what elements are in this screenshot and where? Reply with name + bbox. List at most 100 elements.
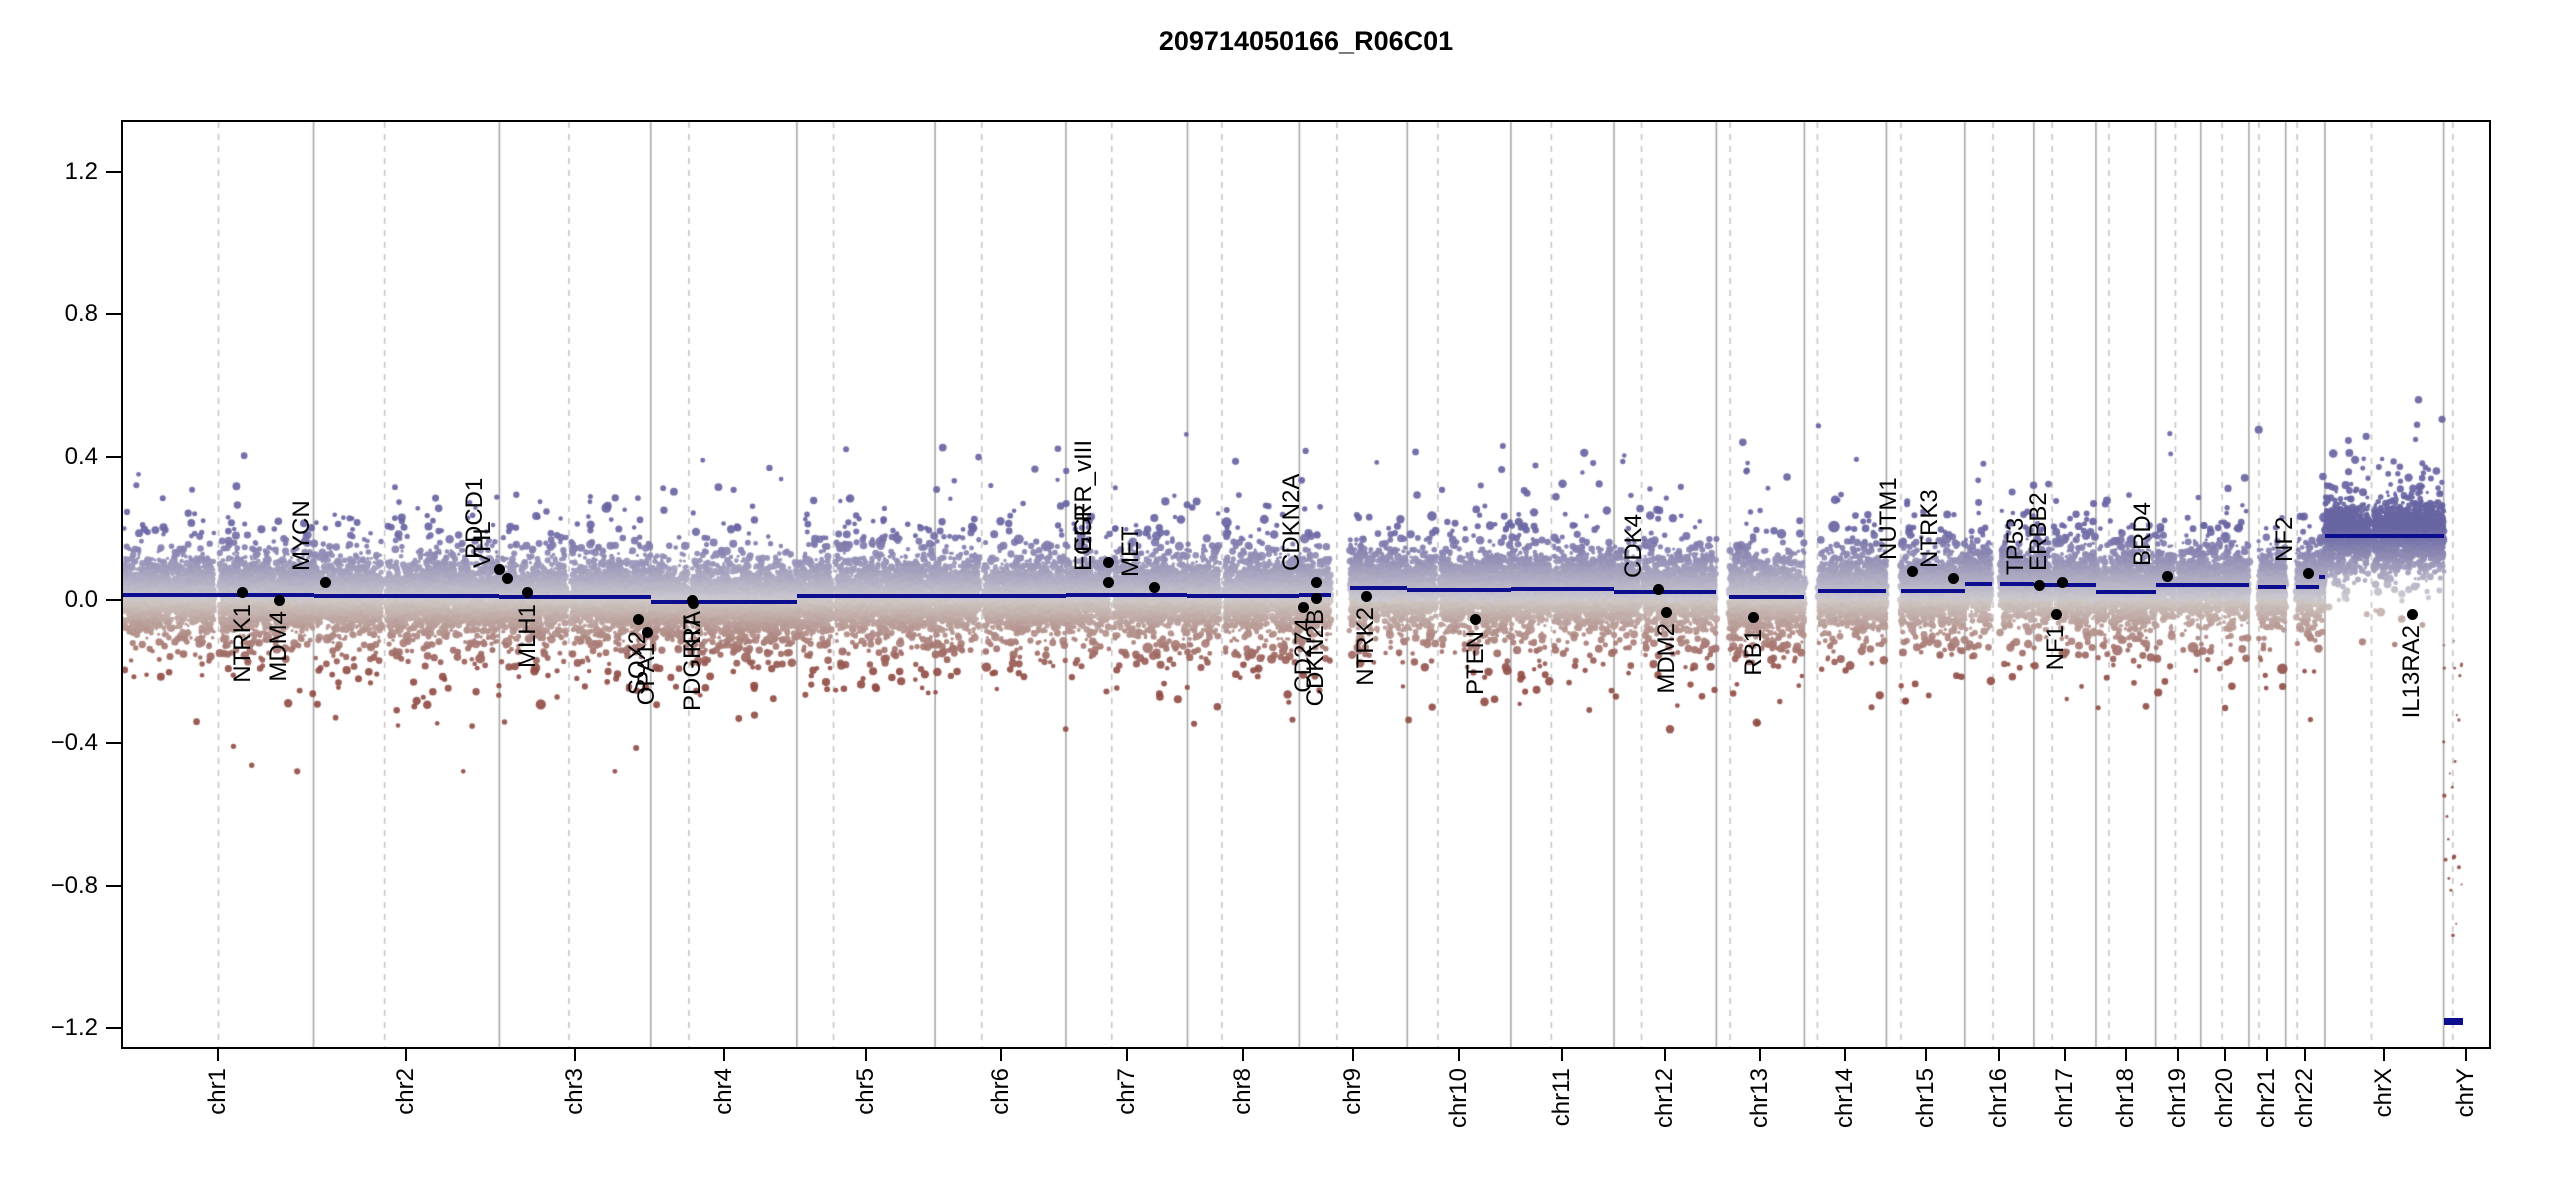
x-tick-mark <box>1242 1049 1245 1061</box>
segment-line-chrY <box>2443 1017 2463 1025</box>
x-tick-label-chr3: chr3 <box>561 1068 589 1115</box>
x-tick-mark <box>217 1049 220 1061</box>
gene-label-CDK4: CDK4 <box>1620 514 1648 579</box>
segment-line-chr16 <box>1999 581 2034 586</box>
gene-label-CDKN2B: CDKN2B <box>1302 609 1330 707</box>
gene-marker-NF2 <box>2303 567 2315 579</box>
y-tick-label: 0.0 <box>64 586 98 613</box>
x-tick-label-chr12: chr12 <box>1651 1068 1679 1129</box>
gene-label-KIT: KIT <box>679 614 707 652</box>
x-tick-label-chr8: chr8 <box>1229 1068 1257 1115</box>
gene-marker-EGFR <box>1102 576 1114 588</box>
y-tick-mark <box>106 884 121 887</box>
x-tick-mark <box>2266 1049 2269 1061</box>
segment-line-chr16 <box>1964 581 1992 586</box>
gene-label-NTRK2: NTRK2 <box>1352 607 1380 687</box>
gene-marker-MDM4 <box>273 594 285 606</box>
segment-line-chr9 <box>1349 585 1408 590</box>
gene-label-CDKN2A: CDKN2A <box>1278 473 1306 572</box>
x-tick-label-chrY: chrY <box>2452 1068 2480 1118</box>
x-tick-mark <box>1561 1049 1564 1061</box>
x-tick-mark <box>2124 1049 2127 1061</box>
gene-marker-EGFR_vIII <box>1102 557 1114 568</box>
gene-label-MLH1: MLH1 <box>513 603 541 668</box>
x-tick-mark <box>2223 1049 2226 1061</box>
segment-line-chr4 <box>650 599 797 604</box>
y-tick-label: 0.8 <box>64 300 98 328</box>
gene-marker-NTRK2 <box>1360 590 1372 602</box>
gene-marker-NTRK1 <box>237 587 249 599</box>
gene-marker-CDKN2A <box>1310 576 1322 588</box>
sample-title: 209714050166_R06C01 <box>1158 26 1454 56</box>
gene-marker-BRD4 <box>2161 571 2173 583</box>
x-tick-mark <box>722 1049 725 1061</box>
segment-line-chr5 <box>796 594 936 599</box>
x-tick-mark <box>865 1049 867 1061</box>
segment-line-chr20 <box>2200 583 2249 587</box>
segment-line-chr6 <box>935 593 1066 598</box>
gene-label-IL13RA2: IL13RA2 <box>2398 625 2426 719</box>
y-tick-label: 1.2 <box>64 157 98 185</box>
segment-line-chr21 <box>2258 585 2286 590</box>
y-tick-label: −1.2 <box>50 1014 98 1042</box>
x-tick-mark <box>2465 1049 2468 1061</box>
x-tick-label-chr16: chr16 <box>1985 1068 2013 1129</box>
segment-line-chr12 <box>1614 590 1717 595</box>
x-tick-mark <box>2063 1049 2066 1061</box>
gene-marker-CDKN2B <box>1310 592 1322 604</box>
gene-marker-NTRK3 <box>1948 573 1960 585</box>
segment-line-chr3 <box>499 595 651 600</box>
y-tick-mark <box>106 599 121 601</box>
x-tick-label-chr22: chr22 <box>2291 1068 2319 1129</box>
gene-label-MYCN: MYCN <box>287 500 315 572</box>
gene-label-NUTM1: NUTM1 <box>1874 477 1902 561</box>
gene-marker-CD274 <box>1298 601 1310 613</box>
x-tick-mark <box>1664 1049 1667 1061</box>
x-tick-mark <box>1998 1049 2001 1061</box>
plot-area: NTRK1 MDM4 MYCN PDCD1 VHL MLH1 SOX2 OPA1 PDGFRA K… <box>121 120 2491 1049</box>
x-tick-label-chr19: chr19 <box>2164 1068 2192 1129</box>
x-tick-mark <box>1458 1049 1461 1061</box>
y-tick-mark <box>106 456 121 459</box>
x-tick-mark <box>405 1049 408 1061</box>
gene-label-RB1: RB1 <box>1739 628 1767 676</box>
segment-line-chr18 <box>2095 590 2156 595</box>
y-tick-label: −0.4 <box>50 728 98 756</box>
x-tick-label-chr17: chr17 <box>2050 1068 2078 1129</box>
gene-label-NTRK1: NTRK1 <box>228 603 256 683</box>
segment-line-chr13 <box>1729 595 1805 600</box>
x-tick-label-chr6: chr6 <box>986 1068 1014 1115</box>
segment-line-chrX <box>2324 533 2444 538</box>
x-tick-label-chr21: chr21 <box>2253 1068 2281 1129</box>
gene-label-MET: MET <box>1116 525 1144 577</box>
x-tick-mark <box>1125 1049 1128 1061</box>
gene-label-EGFR_vIII: EGFR_vIII <box>1070 439 1097 552</box>
gene-marker-MDM2 <box>1661 606 1673 618</box>
segment-line-chr10 <box>1407 588 1511 592</box>
x-tick-label-chr18: chr18 <box>2111 1068 2139 1129</box>
gene-marker-IL13RA2 <box>2406 608 2418 620</box>
x-tick-label-chr5: chr5 <box>852 1068 879 1115</box>
segment-line-chr22 <box>2296 585 2320 590</box>
x-tick-label-chr20: chr20 <box>2210 1068 2238 1129</box>
segment-line-chr7 <box>1065 592 1188 597</box>
gene-label-NF1: NF1 <box>2042 625 2070 671</box>
gene-marker-PTEN <box>1470 614 1482 626</box>
segment-line-chr1 <box>123 592 314 597</box>
gene-label-NTRK3: NTRK3 <box>1915 488 1943 568</box>
x-tick-label-chr2: chr2 <box>392 1068 420 1115</box>
gene-marker-SOX2 <box>632 614 644 626</box>
gene-label-ERBB2: ERBB2 <box>2024 492 2052 572</box>
x-tick-label-chr1: chr1 <box>204 1068 232 1115</box>
segment-line-chr14 <box>1818 589 1887 594</box>
segment-line-chr11 <box>1510 587 1615 592</box>
x-tick-mark <box>2383 1049 2386 1061</box>
y-tick-mark <box>106 170 121 173</box>
gene-label-NF2: NF2 <box>2270 516 2298 563</box>
x-tick-label-chr10: chr10 <box>1445 1068 1473 1129</box>
gene-label-MDM4: MDM4 <box>265 611 293 682</box>
gene-label-BRD4: BRD4 <box>2129 501 2157 566</box>
x-tick-label-chrX: chrX <box>2370 1068 2398 1118</box>
segment-line-chr2 <box>313 594 500 599</box>
